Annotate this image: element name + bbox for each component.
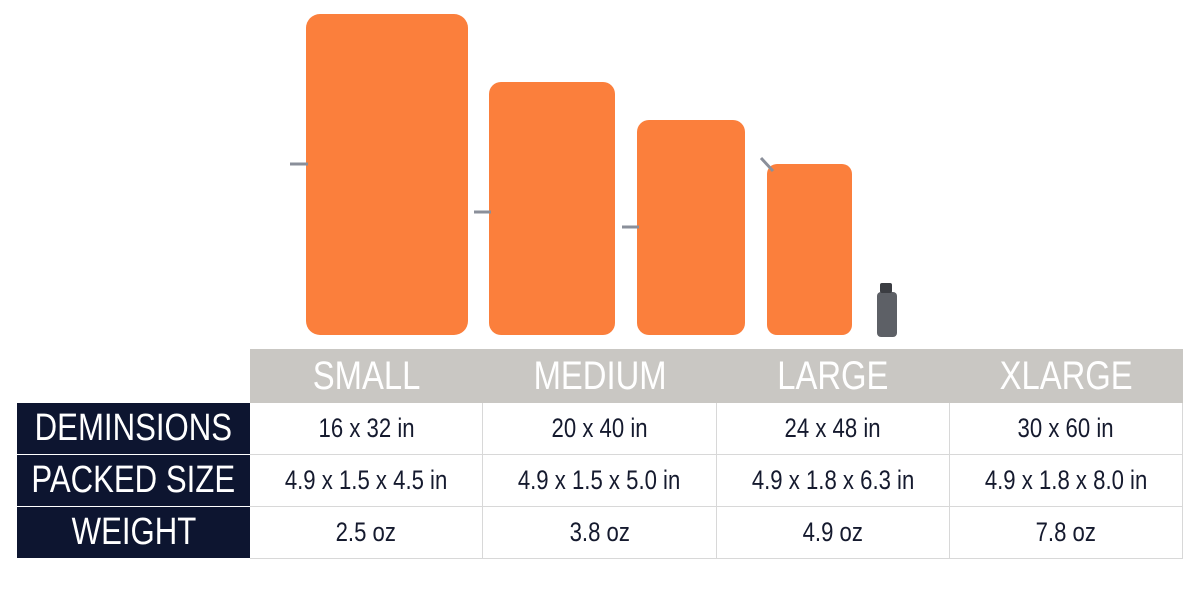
size-header: SMALL — [250, 349, 484, 403]
spec-cell-text: 16 x 32 in — [318, 413, 415, 443]
spec-cell: 4.9 x 1.8 x 6.3 in — [716, 455, 950, 507]
spec-cell: 4.9 x 1.8 x 8.0 in — [949, 455, 1183, 507]
spec-row: DEMINSIONS 16 x 32 in 20 x 40 in 24 x 48 in… — [17, 403, 1183, 455]
spec-cell: 30 x 60 in — [949, 403, 1183, 455]
size-header-text: LARGE — [777, 353, 889, 398]
spec-cell-text: 4.9 x 1.5 x 5.0 in — [518, 465, 681, 495]
towel-large — [637, 120, 745, 335]
spec-cell-text: 3.8 oz — [569, 517, 630, 547]
spec-cell-text: 4.9 x 1.5 x 4.5 in — [284, 465, 448, 495]
header-row: SMALL MEDIUM LARGE XLARGE — [17, 349, 1183, 403]
spec-cell: 4.9 x 1.5 x 5.0 in — [483, 455, 717, 507]
spec-cell-text: 24 x 48 in — [784, 413, 881, 443]
row-label-text: WEIGHT — [71, 511, 196, 553]
towel-illustration — [290, 14, 897, 337]
towel-small — [306, 14, 468, 335]
row-label: PACKED SIZE — [17, 455, 250, 507]
spec-cell: 3.8 oz — [483, 507, 717, 559]
size-header-text: XLARGE — [999, 353, 1133, 398]
spec-cell-text: 7.8 oz — [1035, 517, 1097, 547]
spec-cell-text: 4.9 oz — [802, 517, 863, 547]
spec-cell: 2.5 oz — [250, 507, 484, 559]
size-header-text: MEDIUM — [533, 353, 667, 398]
spec-row: PACKED SIZE 4.9 x 1.5 x 4.5 in 4.9 x 1.5 x… — [17, 455, 1183, 507]
towel-tab — [759, 156, 775, 173]
size-header: XLARGE — [949, 349, 1183, 403]
spec-cell-text: 2.5 oz — [335, 517, 397, 547]
row-label: DEMINSIONS — [17, 403, 250, 455]
spec-cell: 7.8 oz — [949, 507, 1183, 559]
spec-cell-text: 4.9 x 1.8 x 6.3 in — [751, 465, 914, 495]
spec-cell-text: 4.9 x 1.8 x 8.0 in — [984, 465, 1148, 495]
bottle — [877, 292, 897, 337]
spec-cell-text: 30 x 60 in — [1017, 413, 1114, 443]
spec-cell: 16 x 32 in — [250, 403, 484, 455]
row-label: WEIGHT — [17, 507, 250, 559]
size-header: LARGE — [716, 349, 950, 403]
spec-row: WEIGHT 2.5 oz 3.8 oz 4.9 oz 7.8 oz — [17, 507, 1183, 559]
row-label-text: DEMINSIONS — [34, 407, 233, 449]
towel-medium — [489, 82, 615, 335]
corner-cell — [17, 349, 250, 403]
spec-cell-text: 20 x 40 in — [551, 413, 648, 443]
size-header-text: SMALL — [312, 353, 421, 398]
spec-cell: 24 x 48 in — [716, 403, 950, 455]
size-header: MEDIUM — [483, 349, 717, 403]
towel-xlarge — [767, 164, 852, 335]
spec-cell: 4.9 oz — [716, 507, 950, 559]
bottle-cap — [880, 283, 892, 293]
row-label-text: PACKED SIZE — [31, 459, 236, 501]
spec-cell: 20 x 40 in — [483, 403, 717, 455]
spec-cell: 4.9 x 1.5 x 4.5 in — [250, 455, 484, 507]
size-table: SMALL MEDIUM LARGE XLARGE DEMINSIONS 16 x 32 … — [17, 349, 1183, 559]
